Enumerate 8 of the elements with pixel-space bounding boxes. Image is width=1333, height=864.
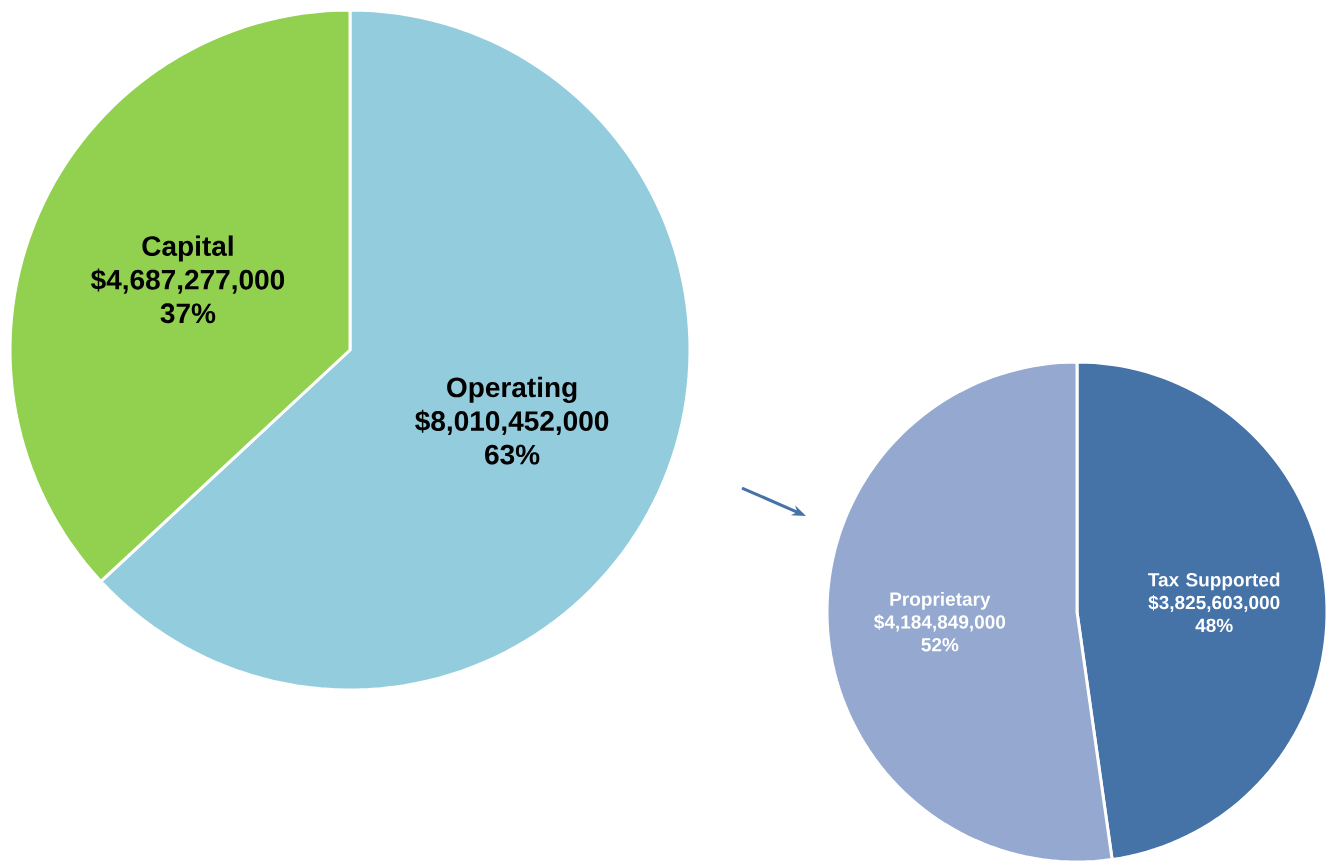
- data-label: $4,687,277,000 37%: [90, 268, 285, 324]
- data-label: $3,825,603,000 48%: [1148, 595, 1280, 633]
- data-label: $4,184,849,000 52%: [874, 614, 1006, 652]
- data-label: $8,010,452,000 63%: [415, 410, 609, 465]
- slice-label: Proprietary: [890, 592, 991, 610]
- slice-label: Capital: [142, 235, 233, 262]
- slice-label: Tax Supported: [1148, 572, 1280, 591]
- slice-label: Operating: [447, 377, 577, 404]
